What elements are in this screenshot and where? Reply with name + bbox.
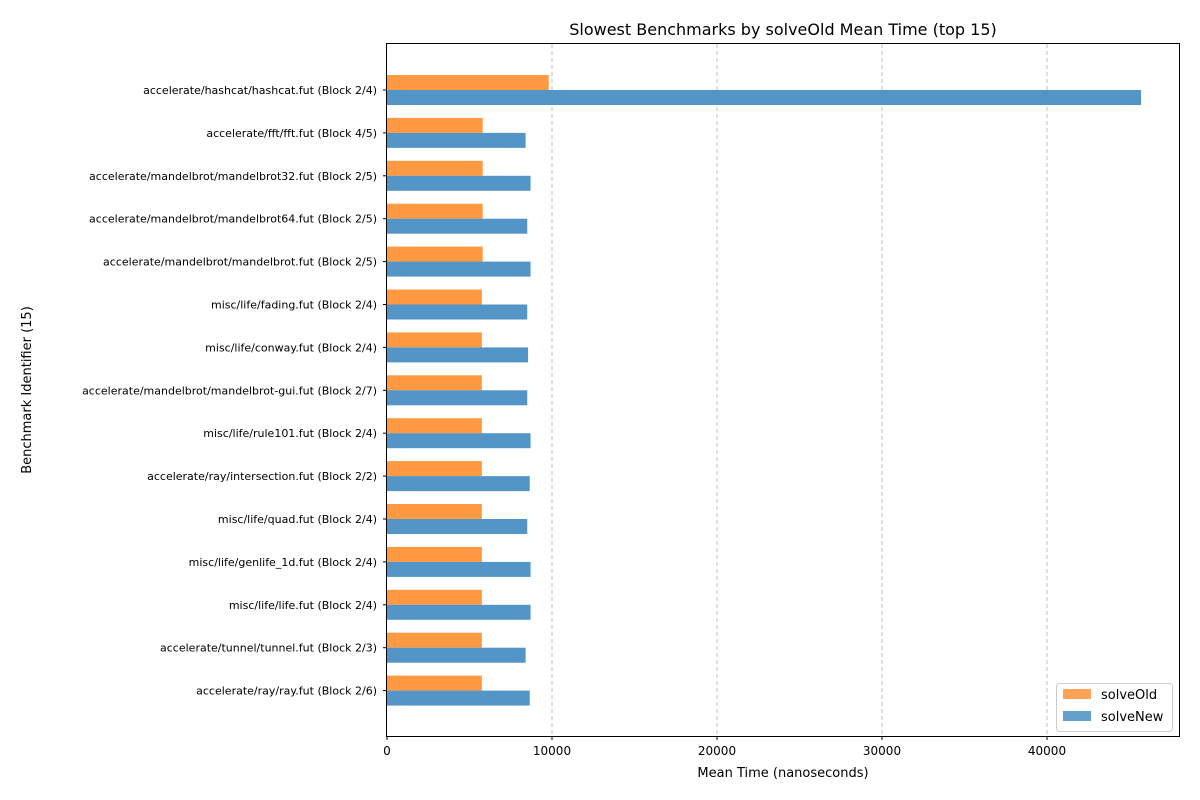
y-tick-label: misc/life/life.fut (Block 2/4) <box>229 599 377 612</box>
grid-lines <box>551 44 1048 736</box>
bar-solveOld-6 <box>387 332 482 348</box>
chart-title: Slowest Benchmarks by solveOld Mean Time… <box>569 20 997 39</box>
bars <box>387 75 1142 706</box>
y-tick-label: accelerate/mandelbrot/mandelbrot32.fut (… <box>89 170 377 183</box>
y-tick-label: misc/life/genlife_1d.fut (Block 2/4) <box>189 556 377 569</box>
bar-solveNew-14 <box>387 690 530 706</box>
bar-solveNew-10 <box>387 519 528 534</box>
legend: solveOld solveNew <box>1056 683 1173 732</box>
bar-solveNew-2 <box>387 175 531 191</box>
bar-solveOld-0 <box>387 75 549 90</box>
y-tick-label: accelerate/ray/ray.fut (Block 2/6) <box>196 685 377 698</box>
legend-label-solveNew: solveNew <box>1101 710 1164 725</box>
y-tick-label: accelerate/tunnel/tunnel.fut (Block 2/3) <box>160 642 377 655</box>
bar-solveNew-3 <box>387 218 528 234</box>
y-tick-label: accelerate/hashcat/hashcat.fut (Block 2/… <box>143 84 377 97</box>
y-tick-label: accelerate/mandelbrot/mandelbrot.fut (Bl… <box>103 256 377 269</box>
bar-solveOld-3 <box>387 203 483 219</box>
legend-swatch-solveNew <box>1063 711 1091 721</box>
y-tick-label: misc/life/quad.fut (Block 2/4) <box>218 513 377 526</box>
bar-solveNew-5 <box>387 304 528 320</box>
bar-solveOld-9 <box>387 461 482 477</box>
bar-solveOld-11 <box>387 546 482 562</box>
bar-solveOld-1 <box>387 117 483 133</box>
bar-solveNew-7 <box>387 390 528 406</box>
bar-solveOld-14 <box>387 675 482 691</box>
x-tick-label: 0 <box>383 744 391 758</box>
bar-solveNew-6 <box>387 347 529 363</box>
bar-solveOld-8 <box>387 418 482 434</box>
bar-solveOld-12 <box>387 589 482 605</box>
x-tick-label: 30000 <box>863 744 901 758</box>
y-tick-label: accelerate/fft/fft.fut (Block 4/5) <box>206 127 377 140</box>
bar-solveOld-10 <box>387 504 482 519</box>
bar-solveNew-9 <box>387 476 530 492</box>
y-axis-title: Benchmark Identifier (15) <box>20 306 35 474</box>
bar-solveNew-11 <box>387 561 531 577</box>
bar-solveOld-13 <box>387 632 482 648</box>
x-axis-ticks: 0 10000 20000 30000 40000 <box>383 736 1066 758</box>
x-axis-title: Mean Time (nanoseconds) <box>697 766 868 781</box>
y-axis-ticks: accelerate/hashcat/hashcat.fut (Block 2/… <box>82 84 387 698</box>
y-tick-label: accelerate/ray/intersection.fut (Block 2… <box>147 470 377 483</box>
bar-solveOld-7 <box>387 375 482 391</box>
legend-swatch-solveOld <box>1063 689 1091 699</box>
x-tick-label: 20000 <box>698 744 736 758</box>
bar-solveOld-2 <box>387 160 483 176</box>
y-tick-label: misc/life/fading.fut (Block 2/4) <box>211 299 377 312</box>
x-tick-label: 10000 <box>533 744 571 758</box>
y-tick-label: accelerate/mandelbrot/mandelbrot-gui.fut… <box>82 384 377 397</box>
y-tick-label: misc/life/conway.fut (Block 2/4) <box>205 341 377 354</box>
y-tick-label: misc/life/rule101.fut (Block 2/4) <box>203 427 377 440</box>
legend-label-solveOld: solveOld <box>1101 688 1157 703</box>
bar-solveNew-0 <box>387 90 1142 105</box>
y-tick-label: accelerate/mandelbrot/mandelbrot64.fut (… <box>89 213 377 226</box>
bar-solveOld-4 <box>387 246 483 262</box>
bar-solveNew-8 <box>387 433 531 449</box>
bar-solveNew-13 <box>387 647 526 663</box>
x-tick-label: 40000 <box>1028 744 1066 758</box>
bar-solveNew-12 <box>387 604 531 620</box>
bar-solveNew-4 <box>387 261 531 277</box>
bar-solveOld-5 <box>387 289 482 305</box>
bar-solveNew-1 <box>387 132 526 148</box>
